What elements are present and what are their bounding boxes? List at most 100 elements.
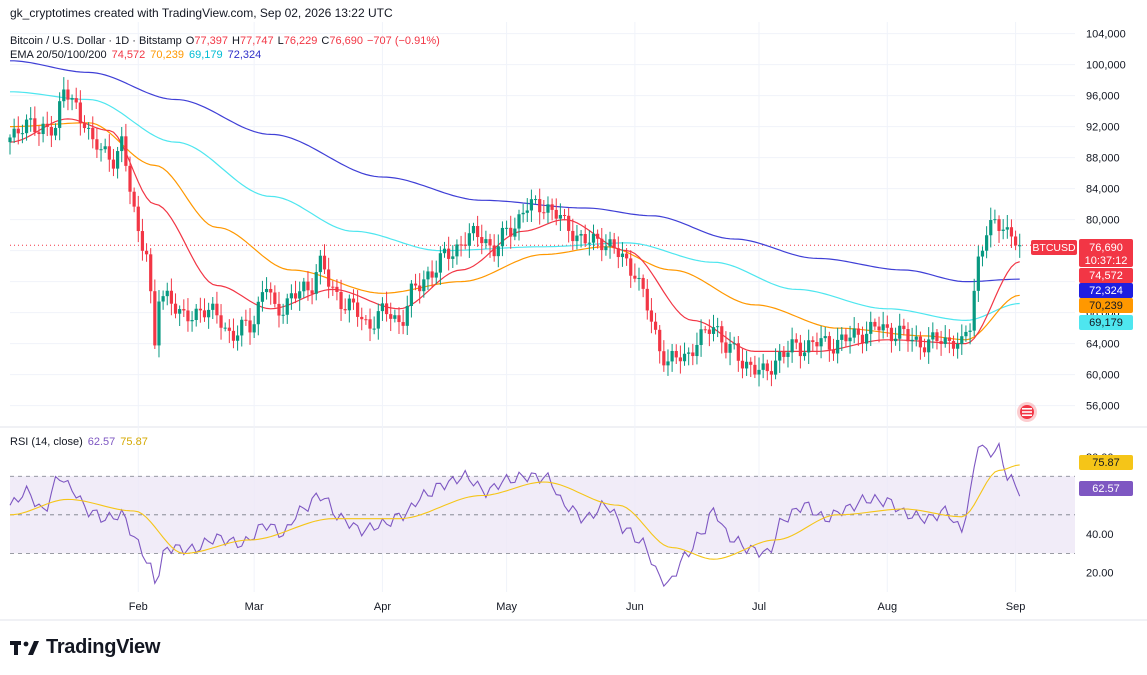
candle-body — [492, 245, 496, 257]
low-label: L — [278, 35, 284, 47]
candle-body — [82, 123, 87, 129]
candle-body — [529, 199, 534, 211]
candle-body — [914, 336, 918, 340]
candle-body — [500, 227, 505, 247]
candle-body — [645, 288, 649, 311]
candle-body — [157, 301, 161, 346]
candle-body — [968, 330, 972, 332]
candle-body — [364, 319, 368, 321]
time-tick-label: Jul — [752, 601, 766, 613]
candle-body — [753, 364, 757, 375]
candle-body — [111, 159, 116, 169]
candle-body — [533, 199, 538, 201]
candle-body — [703, 329, 707, 331]
ema200-value: 72,324 — [228, 49, 262, 61]
candle-body — [58, 101, 62, 128]
candle-body — [1013, 236, 1018, 246]
ema200-badge: 72,324 — [1079, 283, 1133, 298]
chart-credit: gk_cryptotimes created with TradingView.… — [10, 6, 393, 20]
candle-body — [819, 338, 823, 347]
candle-body — [397, 315, 401, 323]
price-tick-label: 60,000 — [1086, 370, 1120, 382]
time-tick-label: Mar — [245, 601, 264, 613]
price-tick-label: 92,000 — [1086, 122, 1120, 134]
candle-body — [736, 343, 740, 361]
candle-body — [1001, 229, 1005, 231]
candle-body — [207, 309, 211, 318]
candle-body — [310, 290, 314, 294]
candle-body — [885, 324, 889, 328]
countdown-text: 10:37:12 — [1085, 255, 1128, 267]
candle-body — [182, 309, 186, 311]
candle-body — [600, 238, 604, 251]
candle-body — [840, 334, 844, 340]
candle-body — [985, 235, 989, 251]
price-tick-label: 96,000 — [1086, 91, 1120, 103]
time-tick-label: Apr — [374, 601, 391, 613]
candle-body — [525, 210, 529, 213]
symbol-legend[interactable]: Bitcoin / U.S. Dollar · 1D · Bitstamp O77… — [10, 35, 440, 47]
candle-body — [856, 328, 860, 335]
candle-body — [389, 314, 393, 319]
candle-body — [554, 209, 558, 219]
candle-body — [931, 332, 935, 340]
candle-body — [488, 239, 492, 246]
candle-body — [980, 250, 985, 257]
candle-body — [202, 310, 207, 318]
candle-body — [140, 231, 145, 251]
ema-legend[interactable]: EMA 20/50/100/200 74,572 70,239 69,179 72,32… — [10, 49, 261, 61]
candle-body — [591, 233, 596, 243]
change-value: −707 (−0.91%) — [367, 35, 440, 47]
candle-body — [343, 309, 347, 311]
close-label: C — [321, 35, 329, 47]
ticker-text: BTCUSD — [1032, 242, 1076, 254]
candle-body — [699, 329, 703, 345]
open-value: 77,397 — [194, 35, 228, 47]
candle-body — [898, 325, 902, 339]
candle-body — [327, 269, 331, 287]
candle-body — [29, 118, 33, 120]
time-axis[interactable]: Feb Mar Apr May Jun Jul Aug Sep — [129, 601, 1026, 613]
candle-body — [997, 219, 1001, 231]
candle-body — [558, 215, 562, 219]
candle-body — [620, 253, 625, 258]
candle-body — [865, 333, 869, 344]
candle-body — [687, 352, 691, 354]
candle-body — [447, 248, 451, 259]
candle-body — [66, 89, 70, 100]
candle-body — [773, 360, 778, 375]
candle-body — [538, 199, 542, 213]
candle-body — [902, 325, 906, 330]
candle-body — [869, 321, 873, 334]
candle-body — [405, 305, 409, 326]
ema-lines — [9, 60, 1020, 352]
last-price-text: 76,690 — [1089, 242, 1123, 254]
ema20-badge-text: 74,572 — [1089, 270, 1123, 282]
events-flag-icon[interactable] — [1017, 402, 1037, 422]
candle-body — [298, 291, 302, 299]
candle-body — [306, 281, 310, 291]
candle-body — [765, 363, 769, 372]
candle-body — [587, 242, 591, 244]
candle-body — [293, 293, 298, 299]
candle-body — [347, 298, 351, 311]
candle-body — [376, 311, 380, 329]
rsi-legend[interactable]: RSI (14, close) 62.57 75.87 — [10, 436, 148, 448]
candle-body — [430, 271, 434, 278]
candle-body — [256, 301, 260, 325]
candle-body — [178, 309, 182, 314]
ema50-value: 70,239 — [150, 49, 184, 61]
chart-canvas[interactable]: 56,00060,00064,00068,00072,00076,00080,0… — [0, 0, 1147, 630]
candle-body — [612, 239, 616, 249]
tradingview-logo[interactable]: TradingView — [10, 636, 160, 659]
tradingview-wordmark: TradingView — [46, 636, 161, 658]
time-tick-label: Aug — [878, 601, 898, 613]
candle-body — [244, 319, 248, 321]
candle-body — [384, 303, 389, 315]
candle-body — [720, 326, 724, 343]
candle-body — [409, 283, 414, 306]
high-label: H — [232, 35, 240, 47]
candle-body — [724, 342, 728, 353]
candle-body — [128, 165, 132, 192]
candle-body — [161, 296, 165, 302]
